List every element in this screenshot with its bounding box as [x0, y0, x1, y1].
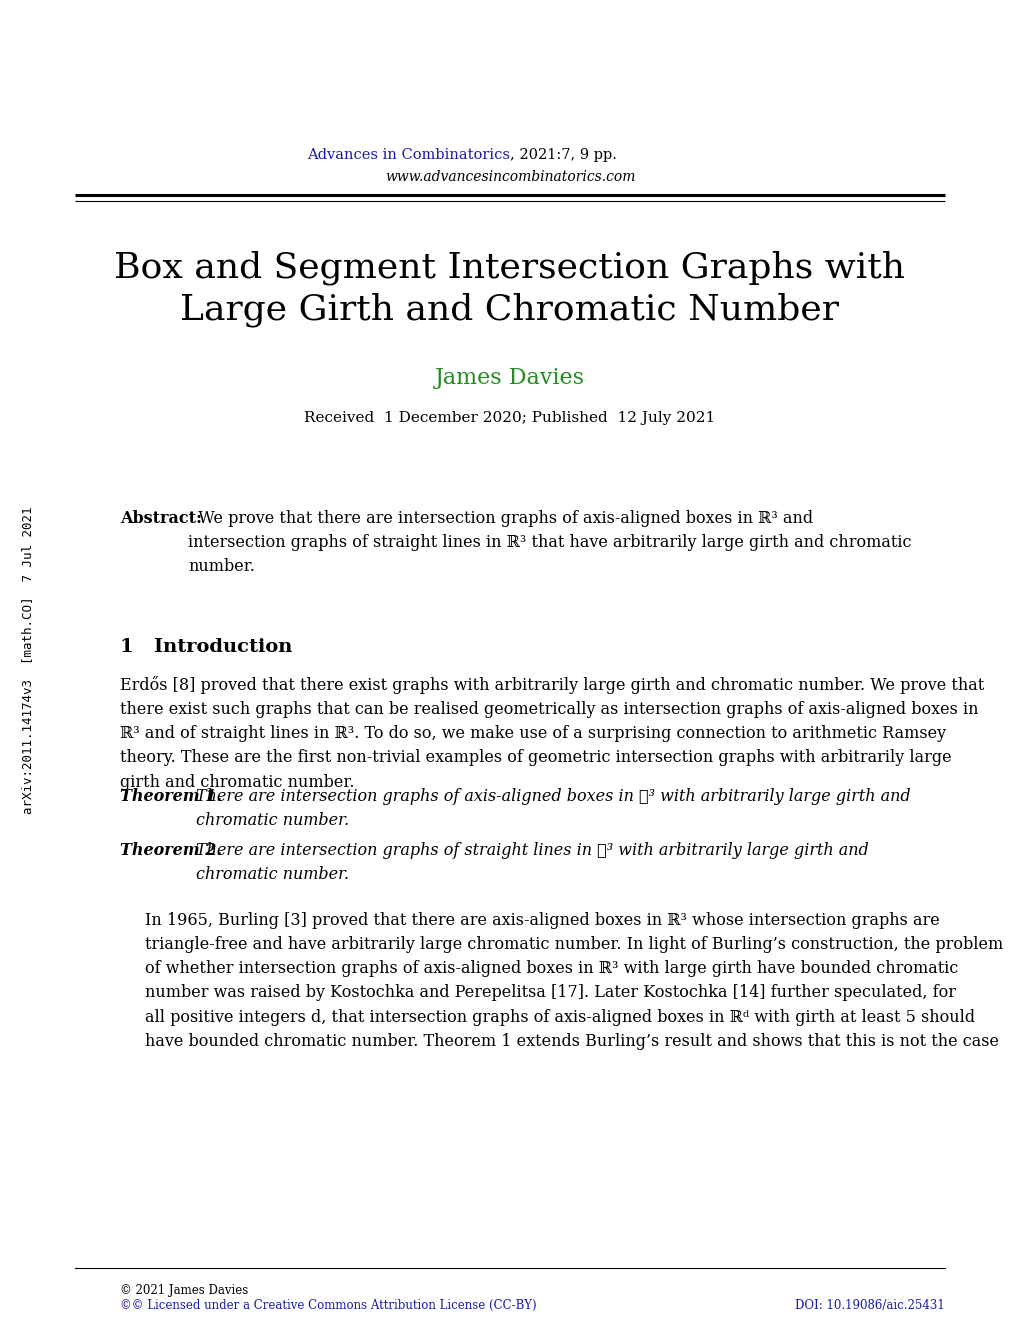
Text: In 1965, Burling [3] proved that there are axis-aligned boxes in ℝ³ whose inters: In 1965, Burling [3] proved that there a…	[145, 912, 1003, 1049]
Text: , 2021:7, 9 pp.: , 2021:7, 9 pp.	[510, 148, 616, 162]
Text: Box and Segment Intersection Graphs with: Box and Segment Intersection Graphs with	[114, 251, 905, 285]
Text: Advances in Combinatorics: Advances in Combinatorics	[307, 148, 510, 162]
Text: Theorem 2.: Theorem 2.	[120, 842, 222, 859]
Text: Theorem 1.: Theorem 1.	[120, 788, 222, 805]
Text: www.advancesincombinatorics.com: www.advancesincombinatorics.com	[384, 170, 635, 183]
Text: ©© Licensed under a Creative Commons Attribution License (CC-BY): ©© Licensed under a Creative Commons Att…	[120, 1299, 536, 1312]
Text: DOI: 10.19086/aic.25431: DOI: 10.19086/aic.25431	[795, 1299, 944, 1312]
Text: Abstract:: Abstract:	[120, 510, 202, 527]
Text: 1   Introduction: 1 Introduction	[120, 638, 292, 656]
Text: There are intersection graphs of straight lines in ℝ³ with arbitrarily large gir: There are intersection graphs of straigh…	[196, 842, 868, 883]
Text: Erdős [8] proved that there exist graphs with arbitrarily large girth and chroma: Erdős [8] proved that there exist graphs…	[120, 676, 983, 791]
Text: James Davies: James Davies	[434, 367, 585, 389]
Text: Large Girth and Chromatic Number: Large Girth and Chromatic Number	[180, 293, 839, 327]
Text: There are intersection graphs of axis-aligned boxes in ℝ³ with arbitrarily large: There are intersection graphs of axis-al…	[196, 788, 910, 829]
Text: We prove that there are intersection graphs of axis-aligned boxes in ℝ³ and
inte: We prove that there are intersection gra…	[187, 510, 911, 576]
Text: © 2021 James Davies: © 2021 James Davies	[120, 1284, 248, 1298]
Text: arXiv:2011.14174v3  [math.CO]  7 Jul 2021: arXiv:2011.14174v3 [math.CO] 7 Jul 2021	[21, 507, 35, 813]
Text: Received  1 December 2020; Published  12 July 2021: Received 1 December 2020; Published 12 J…	[304, 411, 715, 425]
